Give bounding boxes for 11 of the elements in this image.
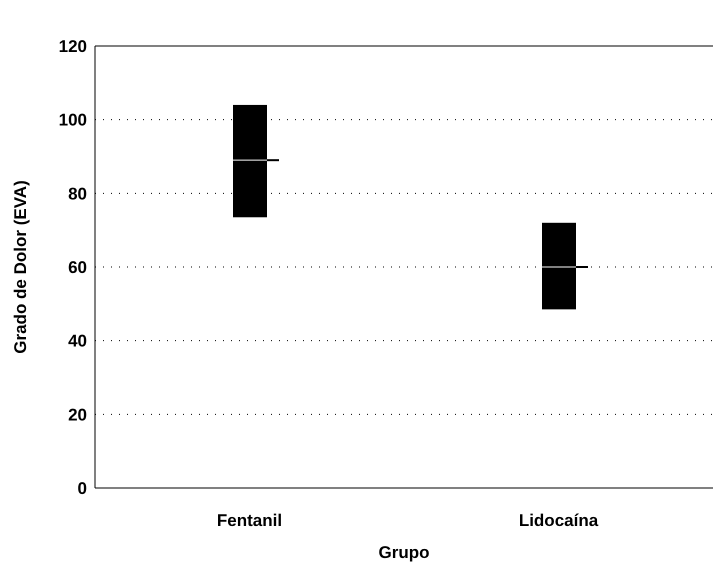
y-tick-label: 60 [68, 258, 87, 278]
y-tick-label: 20 [68, 405, 87, 424]
y-tick-label: 100 [58, 110, 87, 130]
y-tick-label: 40 [68, 332, 87, 351]
x-tick-label: Fentanil [216, 511, 282, 530]
y-tick-label: 0 [78, 479, 87, 498]
x-axis-title: Grupo [378, 543, 430, 562]
y-axis-title: Grado de Dolor (EVA) [11, 180, 30, 354]
y-tick-label: 120 [58, 37, 87, 56]
y-tick-label: 80 [68, 184, 87, 204]
x-tick-label: Lidocaína [518, 511, 599, 530]
